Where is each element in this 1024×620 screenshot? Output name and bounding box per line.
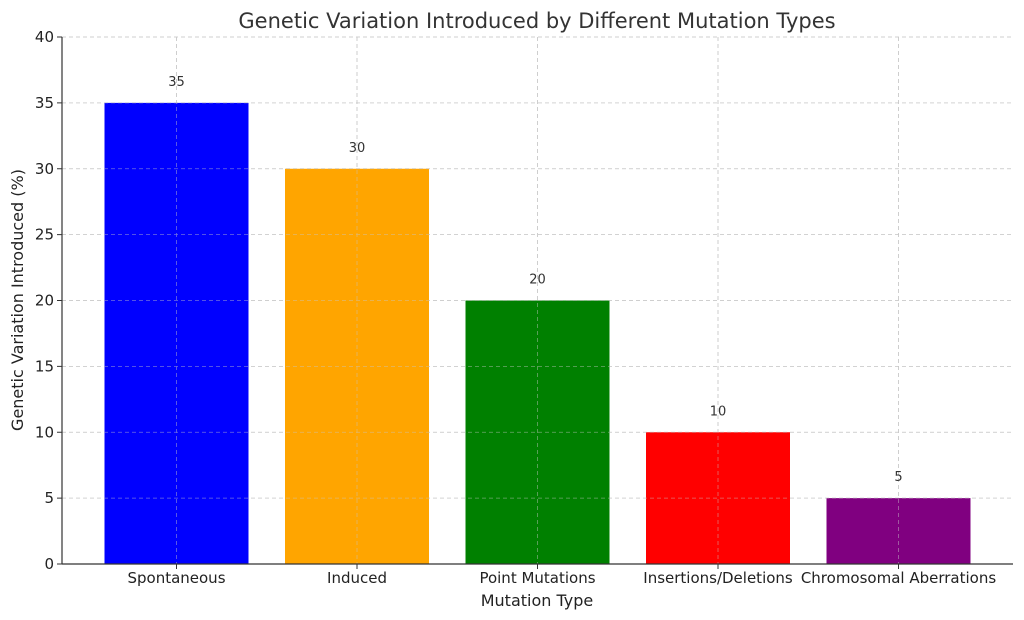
x-tick-label: Point Mutations xyxy=(479,569,595,587)
y-tick-label: 20 xyxy=(35,292,54,310)
chart-title: Genetic Variation Introduced by Differen… xyxy=(238,9,835,33)
x-tick-label: Insertions/Deletions xyxy=(643,569,793,587)
y-tick-label: 40 xyxy=(35,28,54,46)
data-label: 30 xyxy=(349,141,366,156)
x-tick-label: Chromosomal Aberrations xyxy=(801,569,997,587)
y-tick-label: 35 xyxy=(35,94,54,112)
x-tick-label: Induced xyxy=(327,569,387,587)
y-tick-label: 5 xyxy=(44,489,54,507)
y-axis-label: Genetic Variation Introduced (%) xyxy=(8,169,27,431)
data-label: 5 xyxy=(894,470,902,485)
x-axis-label: Mutation Type xyxy=(481,591,594,610)
y-tick-label: 30 xyxy=(35,160,54,178)
x-tick-label: Spontaneous xyxy=(127,569,225,587)
y-tick-label: 0 xyxy=(44,555,54,573)
labels-layer: 0 5 10 15 20 25 30 35 40 35 30 20 10 5 Spontaneous Indu… xyxy=(35,28,996,587)
y-tick-label: 25 xyxy=(35,226,54,244)
axes-layer xyxy=(57,36,1013,569)
data-label: 10 xyxy=(710,404,727,419)
data-label: 35 xyxy=(168,75,185,90)
y-tick-label: 10 xyxy=(35,423,54,441)
y-tick-label: 15 xyxy=(35,357,54,375)
data-label: 20 xyxy=(529,273,546,288)
bars-layer xyxy=(62,36,1013,565)
grid-overlay xyxy=(62,36,1013,565)
